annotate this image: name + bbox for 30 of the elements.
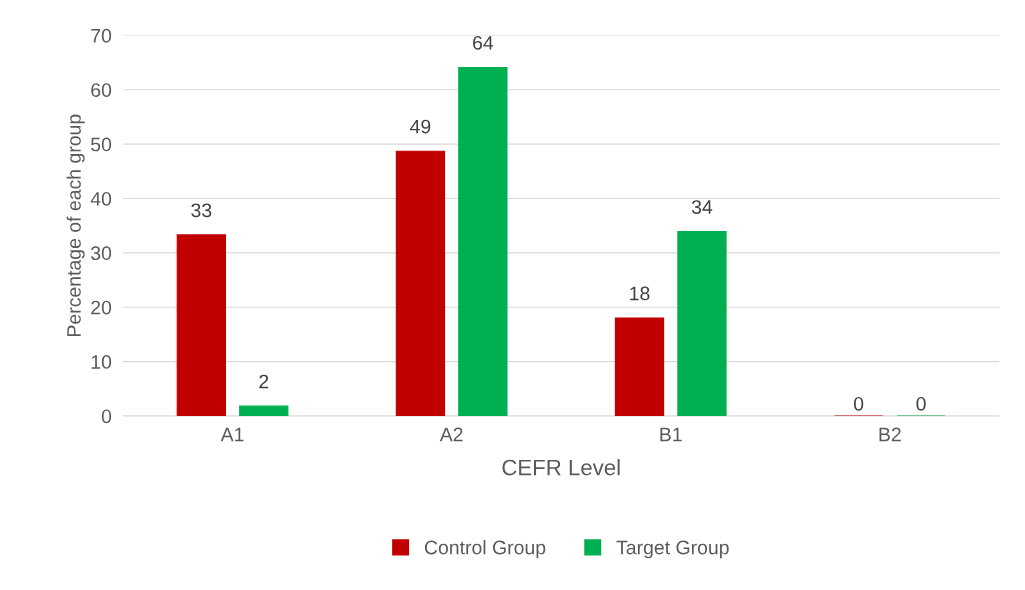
y-tick-label: 40	[90, 191, 112, 206]
y-tick-label: 30	[91, 246, 112, 261]
bar	[677, 231, 727, 416]
x-axis-title: CEFR Level	[502, 459, 620, 476]
x-tick-label: B1	[660, 427, 682, 442]
legend-label: Control Group	[424, 540, 546, 559]
bar	[176, 234, 226, 416]
y-tick-label: 50	[91, 137, 112, 152]
data-label: 2	[259, 374, 269, 389]
data-label: 64	[473, 35, 494, 50]
x-tick-label: B2	[879, 427, 901, 442]
bar	[239, 405, 289, 416]
data-label: 49	[410, 119, 431, 134]
x-tick-label: A2	[439, 427, 463, 442]
bar	[458, 66, 508, 416]
data-label: 0	[853, 396, 864, 411]
y-tick-label: 0	[101, 409, 112, 424]
bar	[614, 317, 665, 416]
data-label: 18	[630, 286, 650, 301]
bar	[395, 150, 446, 416]
legend-label: Target Group	[616, 540, 729, 559]
data-label: 34	[691, 200, 713, 214]
data-label: 0	[916, 396, 926, 411]
y-tick-label: 70	[91, 28, 112, 43]
y-tick-label: 20	[91, 300, 112, 315]
x-tick-label: A1	[220, 427, 244, 442]
y-tick-label: 10	[91, 355, 112, 369]
y-axis-title: Percentage of each group	[66, 114, 85, 336]
y-tick-label: 60	[91, 83, 112, 97]
data-label: 33	[191, 203, 212, 218]
